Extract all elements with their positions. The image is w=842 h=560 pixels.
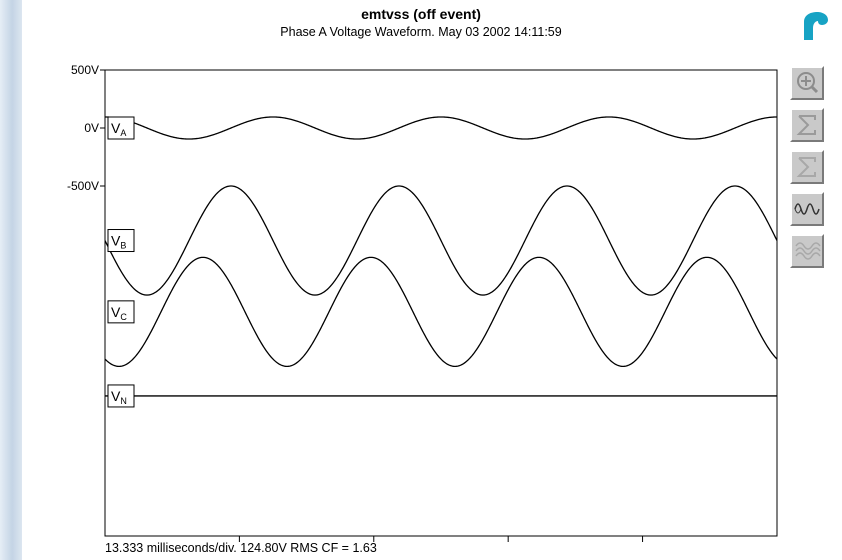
y-tick-label: 500V bbox=[71, 63, 99, 77]
trace-label-box bbox=[107, 300, 135, 324]
trace-label-text: VB bbox=[111, 233, 126, 251]
chart-subtitle: Phase A Voltage Waveform. May 03 2002 14… bbox=[280, 25, 562, 39]
y-tick-label: 0V bbox=[84, 121, 99, 135]
x-axis-ticks bbox=[238, 536, 644, 542]
trace-label-main: V bbox=[111, 233, 121, 249]
waveform-button[interactable] bbox=[790, 192, 824, 226]
traces bbox=[104, 116, 778, 397]
trace-label-text: VA bbox=[111, 120, 126, 138]
sum-dim-button[interactable] bbox=[790, 150, 824, 184]
zoom-in-button[interactable] bbox=[790, 66, 824, 100]
footer-status: 13.333 milliseconds/div. 124.80V RMS CF … bbox=[105, 541, 377, 555]
trace-label-main: V bbox=[111, 304, 121, 320]
trace-label-main: V bbox=[111, 120, 121, 136]
harmonics-icon bbox=[795, 242, 821, 260]
trace-label-vb: VB bbox=[107, 229, 135, 253]
y-axis-ticks: 500V 0V -500V bbox=[67, 63, 105, 193]
trace-label-sub: N bbox=[120, 396, 127, 406]
trace-label-text: VC bbox=[111, 304, 127, 322]
trace-label-sub: A bbox=[120, 128, 126, 138]
trace-label-va: VA bbox=[107, 116, 135, 140]
side-toolbar bbox=[790, 66, 830, 276]
trace-label-text: VN bbox=[111, 388, 127, 406]
trace-label-box bbox=[107, 229, 135, 253]
sigma-icon bbox=[796, 115, 816, 135]
window-left-border bbox=[0, 0, 22, 560]
chart-title: emtvss (off event) bbox=[361, 6, 481, 22]
plot-area bbox=[104, 69, 778, 537]
trace-label-main: V bbox=[111, 388, 121, 404]
trace-label-vc: VC bbox=[107, 300, 135, 324]
trace-label-sub: B bbox=[120, 241, 126, 251]
sum-button[interactable] bbox=[790, 108, 824, 142]
trace-va bbox=[104, 116, 778, 140]
app-logo-icon bbox=[800, 10, 830, 42]
zoom-in-icon bbox=[797, 72, 819, 94]
sigma-dim-icon bbox=[796, 157, 816, 177]
waveform-icon bbox=[794, 203, 820, 215]
trace-label-box bbox=[107, 116, 135, 140]
trace-vc bbox=[104, 256, 778, 368]
trace-label-sub: C bbox=[120, 312, 127, 322]
trace-vb bbox=[104, 185, 778, 296]
trace-label-vn: VN bbox=[107, 384, 135, 408]
trace-label-box bbox=[107, 384, 135, 408]
harmonics-button[interactable] bbox=[790, 234, 824, 268]
y-tick-label: -500V bbox=[67, 179, 99, 193]
